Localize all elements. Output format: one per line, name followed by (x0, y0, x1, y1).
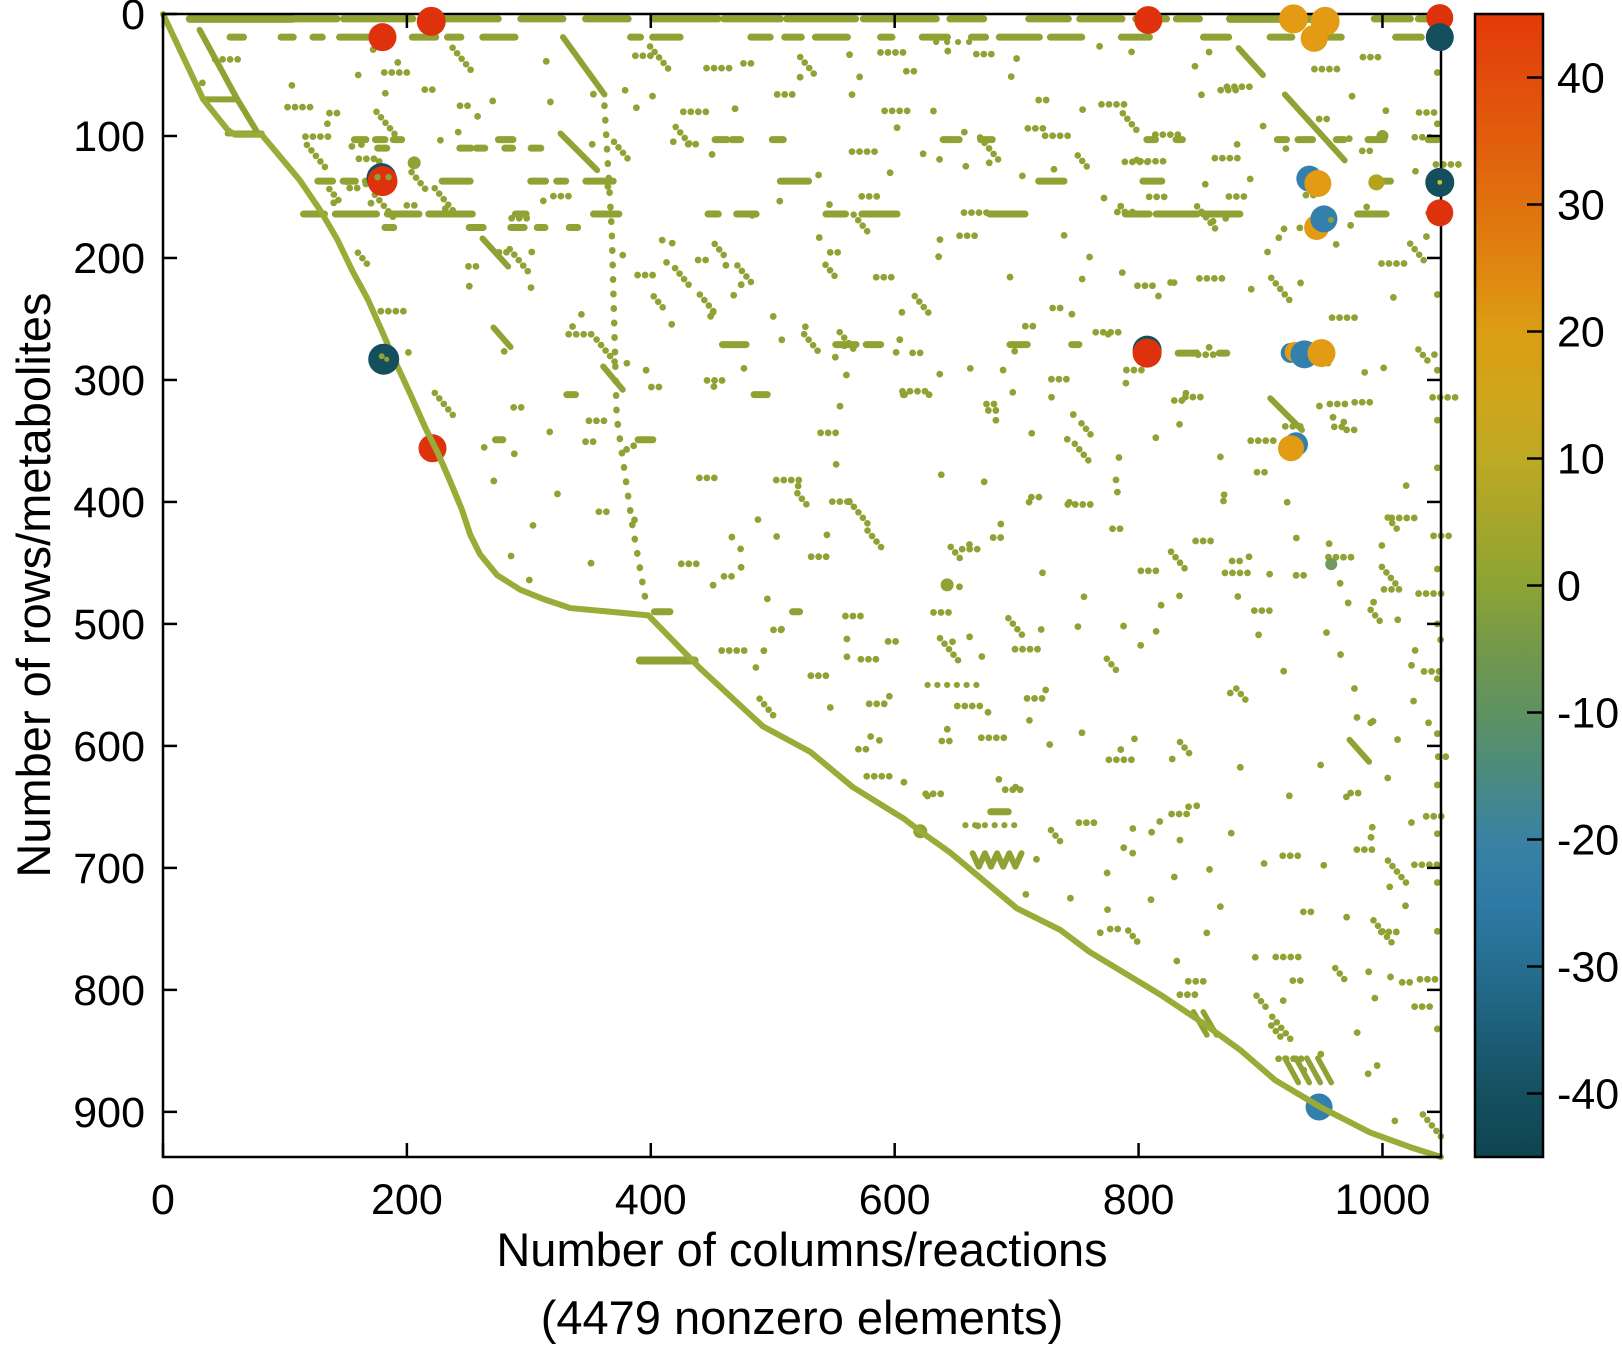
big-marker (368, 343, 400, 375)
colorbar-tick-label: -30 (1557, 944, 1619, 992)
big-marker (1310, 205, 1338, 233)
y-tick-label: 500 (73, 601, 145, 649)
colorbar-tick-label: -20 (1557, 817, 1619, 865)
x-tick-label: 0 (151, 1176, 175, 1224)
y-tick-label: 700 (73, 845, 145, 893)
y-tick-label: 100 (73, 113, 145, 161)
big-markers (366, 4, 1455, 1121)
big-marker (1425, 167, 1455, 197)
big-marker (1134, 6, 1163, 35)
y-tick-label: 400 (73, 479, 145, 527)
colorbar-tick-label: 40 (1557, 55, 1605, 103)
x-tick-label: 200 (371, 1176, 443, 1224)
big-marker (1132, 335, 1162, 368)
big-marker (1426, 4, 1454, 32)
x-tick-label: 400 (615, 1176, 687, 1224)
x-tick-label: 1000 (1335, 1176, 1431, 1224)
big-marker (1426, 199, 1454, 227)
x-axis-label: Number of columns/reactions (496, 1223, 1108, 1276)
y-tick-label: 200 (73, 235, 145, 283)
colorbar-tick-label: -10 (1557, 690, 1619, 738)
x-tick-label: 800 (1103, 1176, 1175, 1224)
colorbar-tick-label: 10 (1557, 436, 1605, 484)
y-tick-label: 800 (73, 967, 145, 1015)
y-tick-label: 0 (121, 0, 145, 39)
x-axis-sublabel: (4479 nonzero elements) (540, 1291, 1064, 1344)
matrix-diagonal-line (160, 11, 1444, 1160)
big-marker (366, 163, 398, 197)
y-tick-label: 300 (73, 357, 145, 405)
plot-border (161, 12, 1443, 1159)
colorbar: 40 30 20 10 0 -10 -20 -30 -40 (1473, 12, 1619, 1159)
colorbar-tick-label: 20 (1557, 309, 1605, 357)
scatter-layer (160, 11, 1462, 1160)
big-marker (1300, 24, 1328, 52)
y-axis-label: Number of rows/metabolites (7, 292, 61, 878)
axes: 0 200 400 600 800 1000 0 100 200 300 400 500 600 700 8… (73, 0, 1443, 1224)
colorbar-tick-label: 0 (1557, 563, 1581, 611)
big-marker (1278, 432, 1309, 462)
big-marker (1304, 170, 1332, 198)
y-tick-label: 600 (73, 723, 145, 771)
big-marker (1425, 23, 1454, 52)
big-marker (1307, 339, 1336, 368)
big-marker (1278, 4, 1308, 34)
big-marker (368, 23, 397, 52)
big-marker (416, 6, 446, 36)
x-tick-label: 600 (859, 1176, 931, 1224)
colorbar-tick-label: 30 (1557, 182, 1605, 230)
y-tick-label: 900 (73, 1089, 145, 1137)
colorbar-tick-label: -40 (1557, 1071, 1619, 1119)
